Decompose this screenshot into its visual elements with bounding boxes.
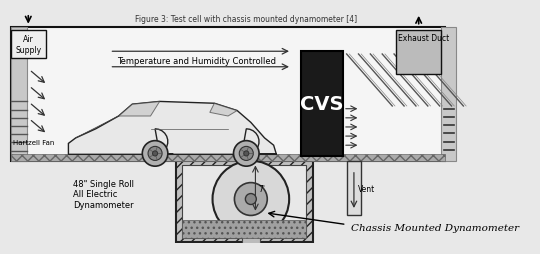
Polygon shape [119, 102, 160, 117]
Bar [183, 166, 307, 238]
Circle shape [234, 183, 267, 216]
Text: Vent: Vent [357, 184, 375, 193]
Text: 48" Single Roll
All Electric
Dynamometer: 48" Single Roll All Electric Dynamometer [73, 179, 134, 209]
Polygon shape [69, 102, 276, 155]
Circle shape [143, 141, 168, 167]
Circle shape [233, 141, 259, 167]
Bar [242, 234, 260, 254]
Bar [11, 31, 45, 58]
Bar [11, 27, 28, 161]
Bar [301, 52, 343, 156]
Circle shape [213, 161, 289, 237]
Text: Exhaust Duct: Exhaust Duct [397, 34, 449, 43]
Bar [396, 31, 442, 75]
Bar [11, 155, 445, 161]
Circle shape [239, 147, 253, 161]
Text: Hartzell Fan: Hartzell Fan [13, 140, 54, 146]
Text: 7': 7' [258, 184, 265, 193]
Bar [442, 27, 456, 161]
Bar [11, 27, 445, 161]
Bar [347, 161, 361, 216]
Bar [176, 161, 313, 242]
Bar [183, 220, 307, 238]
Circle shape [245, 194, 256, 205]
Text: Air
Supply: Air Supply [15, 35, 42, 54]
Circle shape [244, 151, 249, 156]
Text: Temperature and Humidity Controlled: Temperature and Humidity Controlled [117, 57, 275, 66]
Polygon shape [210, 104, 237, 117]
Circle shape [152, 151, 158, 156]
Text: Chassis Mounted Dynamometer: Chassis Mounted Dynamometer [351, 223, 519, 232]
Text: CVS: CVS [300, 95, 344, 114]
Text: Figure 3: Test cell with chassis mounted dynamometer [4]: Figure 3: Test cell with chassis mounted… [135, 15, 357, 24]
Circle shape [148, 147, 162, 161]
